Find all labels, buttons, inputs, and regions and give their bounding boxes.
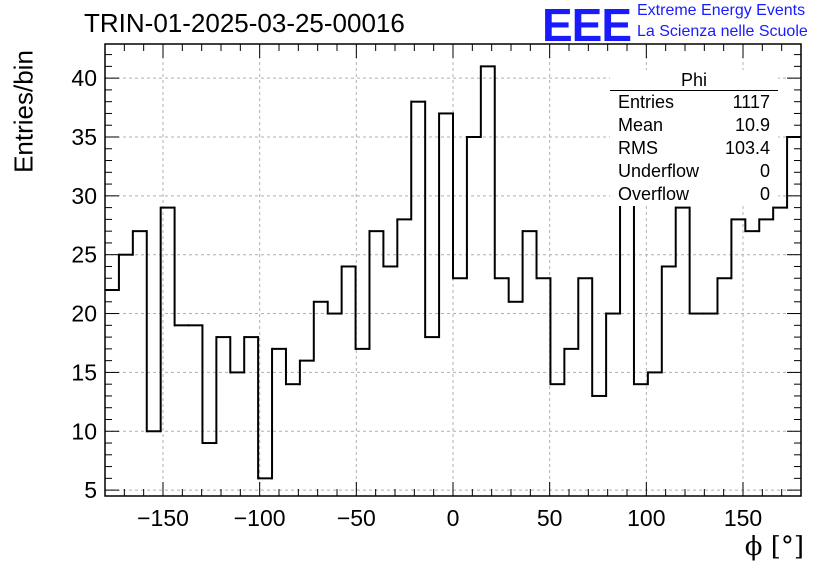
y-tick-label: 35	[71, 124, 97, 150]
y-tick-label: 25	[71, 242, 97, 268]
y-tick-label: 30	[71, 183, 97, 209]
x-axis: −150 −100 −50 0 50 100 150	[104, 44, 802, 531]
x-tick-label: −50	[337, 505, 376, 531]
histogram-bins	[105, 65, 801, 480]
x-tick-label: 50	[537, 505, 563, 531]
eee-logo: EEE	[542, 0, 632, 51]
stats-label: Overflow	[618, 184, 690, 204]
y-axis: 5 10 15 20 25 30 35 40	[71, 54, 801, 503]
stats-value: 0	[759, 161, 770, 181]
stats-title: Phi	[610, 70, 778, 91]
logo-line-1: Extreme Energy Events	[637, 2, 806, 19]
stats-label: Mean	[618, 115, 664, 135]
y-tick-label: 20	[71, 301, 97, 327]
x-tick-label: 0	[447, 505, 460, 531]
stats-label: Underflow	[618, 161, 700, 181]
y-axis-label: Entries/bin	[8, 50, 39, 173]
x-tick-label: 100	[627, 505, 665, 531]
stats-row-rms: RMS 103.4	[610, 137, 778, 160]
stats-row-mean: Mean 10.9	[610, 114, 778, 137]
chart-title: TRIN-01-2025-03-25-00016	[84, 8, 405, 38]
logo-line-2: La Scienza nelle Scuole	[637, 23, 808, 40]
y-tick-label: 40	[71, 65, 97, 91]
y-tick-label: 10	[71, 418, 97, 444]
stats-value: 10.9	[734, 115, 770, 135]
x-tick-label: −150	[137, 505, 189, 531]
stats-value: 1117	[732, 92, 770, 112]
stats-label: RMS	[618, 138, 658, 158]
stats-row-overflow: Overflow 0	[610, 183, 778, 206]
y-tick-label: 5	[84, 477, 97, 503]
stats-label: Entries	[618, 92, 675, 112]
x-tick-label: −100	[234, 505, 286, 531]
stats-row-underflow: Underflow 0	[610, 160, 778, 183]
stats-value: 0	[759, 184, 770, 204]
stats-box: Phi Entries 1117 Mean 10.9 RMS 103.4 Und…	[610, 70, 778, 206]
stats-row-entries: Entries 1117	[610, 91, 778, 114]
y-tick-label: 15	[71, 359, 97, 385]
stats-value: 103.4	[724, 138, 770, 158]
x-axis-label: ϕ [°]	[744, 532, 804, 562]
x-tick-label: 150	[724, 505, 762, 531]
